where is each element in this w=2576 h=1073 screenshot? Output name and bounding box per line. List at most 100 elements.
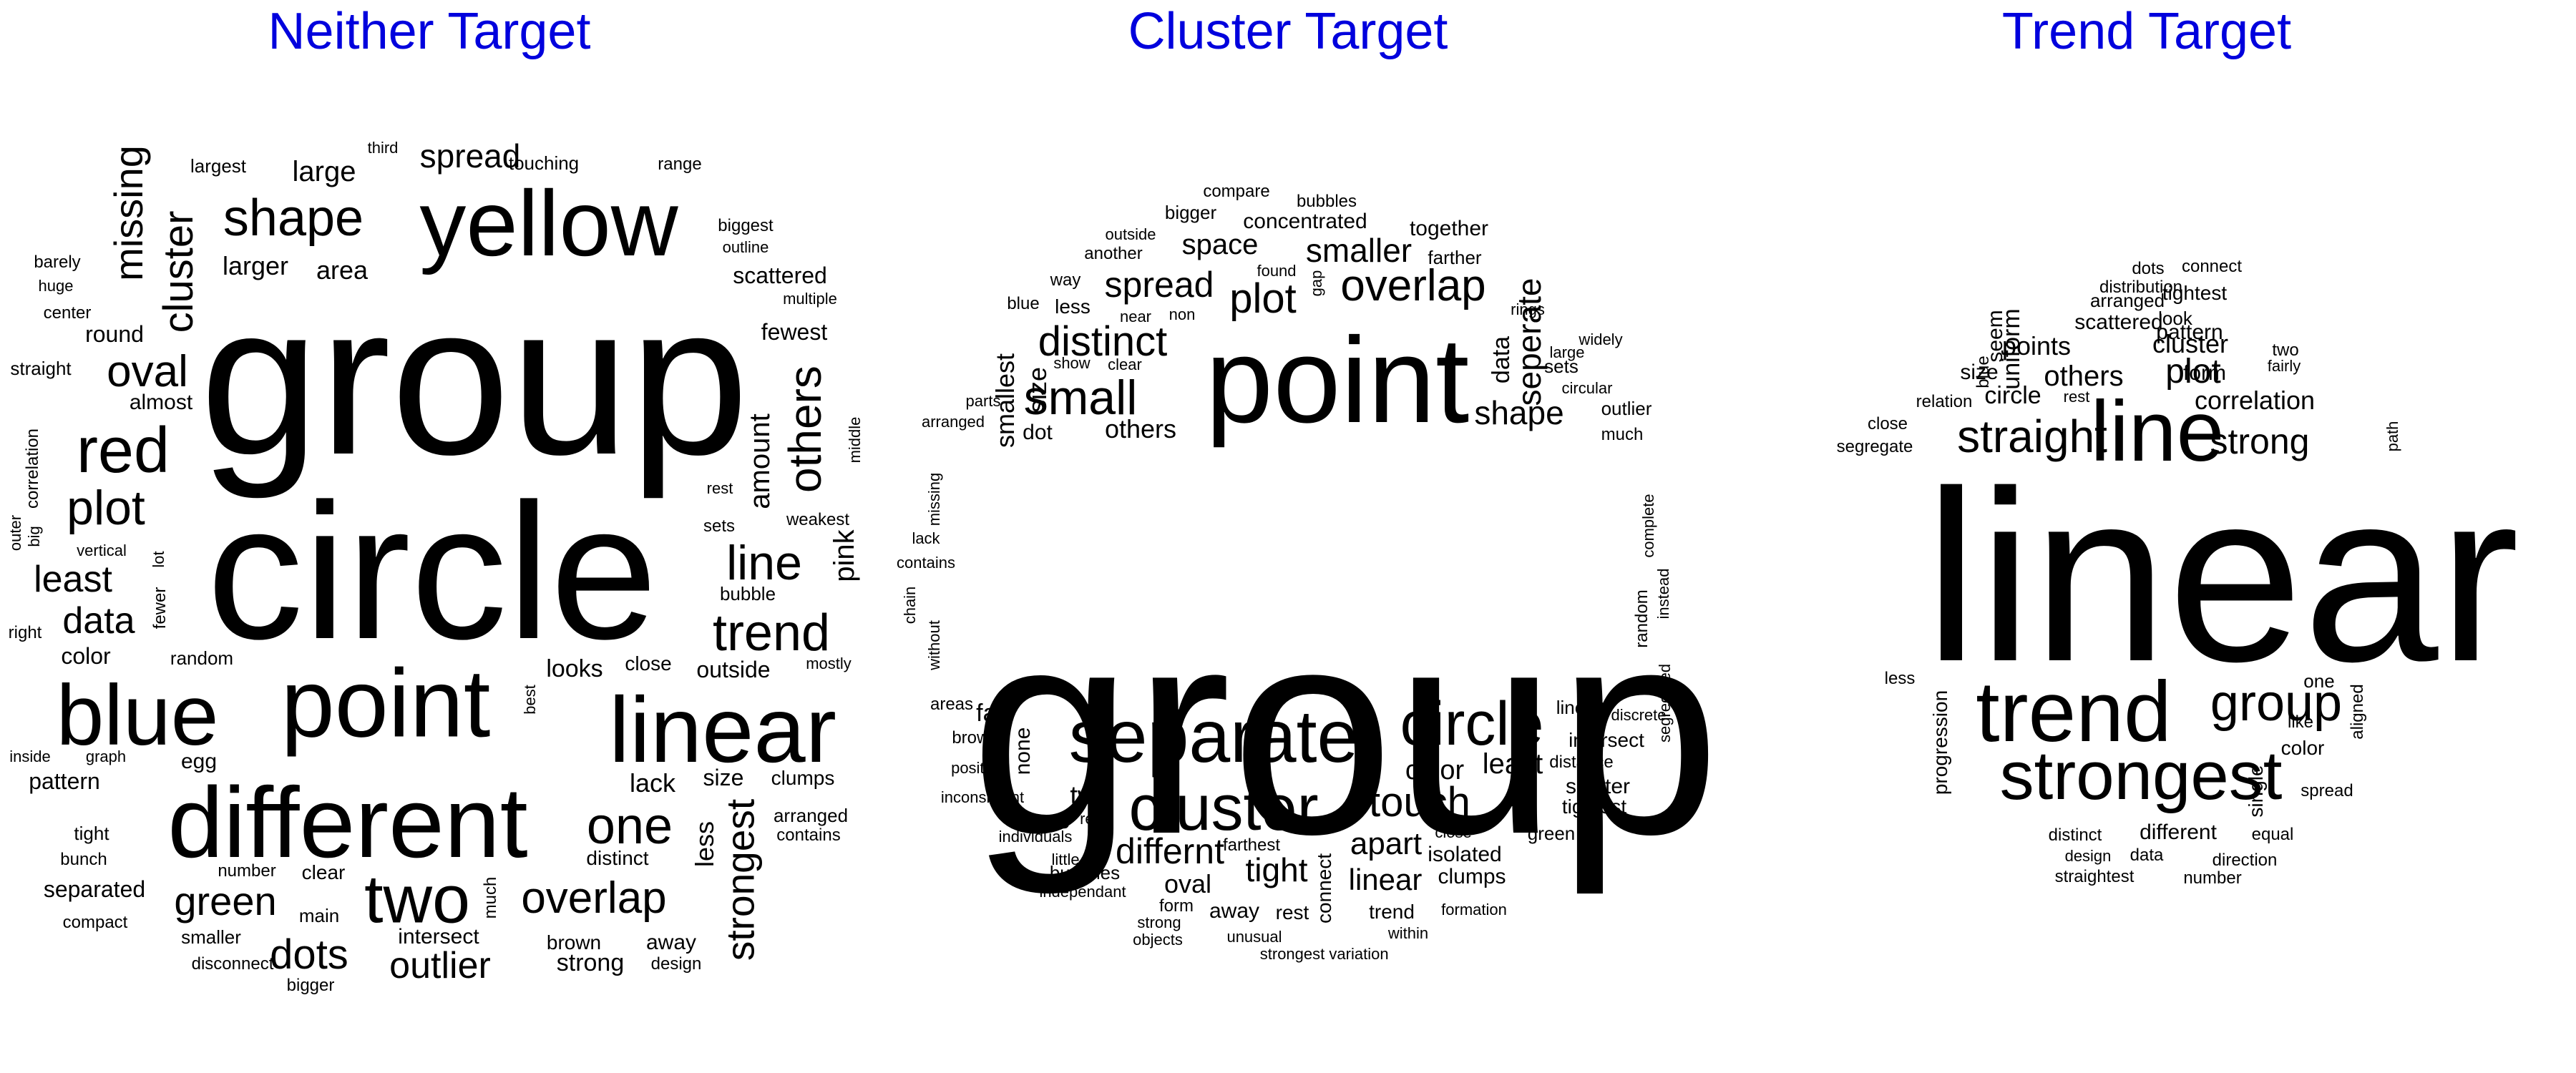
cloud-word: smaller	[1305, 232, 1413, 269]
cloud-word: number	[218, 861, 276, 881]
cloud-word: formation	[1441, 901, 1507, 918]
cloud-word: pattern	[29, 768, 100, 794]
cloud-word: green	[174, 878, 277, 923]
cloud-word: plot	[67, 481, 145, 535]
cloud-word: inside	[9, 748, 51, 765]
cloud-word: vertical	[77, 542, 127, 559]
cloud-panel-neither: Neither Target group circle yellow point dif…	[0, 0, 864, 1073]
cloud-word: strongest	[1259, 945, 1325, 963]
cloud-word: tightest	[2162, 282, 2228, 304]
cloud-word: compare	[1203, 182, 1270, 201]
cloud-word: two	[364, 861, 470, 938]
cloud-word: differnt	[1116, 831, 1224, 871]
cloud-word: intersect	[1568, 729, 1644, 751]
cloud-word: straight	[1957, 411, 2107, 462]
cloud-word: size	[703, 765, 744, 790]
cloud-word: strongest	[718, 798, 763, 961]
cloud-word: tightest	[1561, 795, 1627, 818]
cloud-word: sets	[703, 516, 736, 536]
cloud-word: correlation	[2194, 386, 2316, 415]
cloud-word: smaller	[181, 926, 241, 948]
cloud-word: fairly	[2267, 357, 2301, 375]
cloud-word: seem	[1984, 310, 2007, 363]
cloud-word: yellow	[419, 171, 678, 275]
cloud-word: overlap	[1340, 261, 1486, 310]
cloud-word: multiple	[783, 290, 837, 308]
cloud-word: widely	[1579, 330, 1623, 348]
cloud-word: green	[1527, 823, 1576, 844]
cloud-word: brown	[952, 728, 999, 748]
cloud-word: seperate	[1511, 278, 1548, 406]
cloud-word: way	[1050, 270, 1081, 290]
cloud-word: none	[1011, 727, 1035, 775]
cloud-word: trend	[1369, 901, 1415, 923]
cloud-word: others	[779, 366, 831, 493]
cloud-word: isolated	[1428, 843, 1502, 866]
cloud-word: tight	[1245, 851, 1308, 888]
cloud-word: bigger	[286, 976, 335, 995]
word-cloud-cluster: group point separate cluster circle small dist…	[859, 0, 1720, 1073]
cloud-word: clear	[1108, 356, 1142, 373]
cloud-word: form	[2183, 361, 2226, 385]
cloud-word: individuals	[998, 828, 1073, 846]
cloud-word: design	[650, 954, 702, 974]
cloud-word: biggest	[718, 216, 774, 235]
cloud-word: random	[1632, 589, 1652, 648]
cloud-word: least	[34, 559, 112, 600]
cloud-word: line	[2090, 383, 2225, 479]
cloud-word: color	[2280, 737, 2325, 759]
cloud-word: data	[2129, 846, 2164, 865]
cloud-word: looks	[546, 655, 603, 682]
cloud-word: cluster	[1128, 773, 1319, 844]
cloud-word: apart	[1350, 826, 1423, 861]
cloud-word: big	[25, 526, 43, 547]
cloud-word: touch	[1369, 779, 1470, 825]
cloud-word: found	[1257, 262, 1297, 280]
cloud-word: areas	[930, 695, 974, 714]
cloud-word: red	[1080, 810, 1103, 828]
cloud-word: amount	[744, 413, 776, 509]
cloud-word: outside	[696, 657, 771, 682]
cloud-word: complete	[1639, 494, 1657, 558]
cloud-word: main	[298, 905, 340, 926]
cloud-word: tight	[74, 823, 109, 844]
cloud-word: distinct	[586, 847, 649, 869]
cloud-word: away	[1209, 899, 1260, 923]
cloud-word: random	[170, 647, 234, 669]
cloud-word: circle	[206, 464, 658, 680]
cloud-word: different	[2140, 820, 2217, 844]
cloud-word: two	[2272, 340, 2299, 360]
cloud-word: connect	[2181, 257, 2243, 276]
cloud-word: straightest	[2054, 867, 2135, 886]
cloud-word: area	[316, 255, 369, 285]
cloud-word: contains	[897, 554, 955, 572]
cloud-word: spread	[419, 137, 521, 175]
cloud-word: right	[8, 623, 42, 642]
cloud-word: linear	[1924, 441, 2519, 712]
cloud-word: outer	[6, 514, 24, 552]
cloud-word: less	[1055, 295, 1091, 318]
cloud-word: rest	[706, 479, 733, 497]
cloud-word: data	[1488, 335, 1515, 384]
cloud-word: bigger	[1164, 202, 1217, 223]
cloud-word: group	[970, 567, 1721, 895]
cloud-word: size	[1023, 366, 1052, 413]
cloud-word: bunch	[60, 850, 107, 869]
cloud-word: clumps	[1438, 865, 1506, 888]
cloud-word: distinct	[1038, 318, 1168, 365]
cloud-word: brown	[546, 931, 602, 954]
cloud-word: cluster	[155, 210, 202, 333]
cloud-word: blue	[1007, 294, 1040, 313]
cloud-word: variation	[1329, 945, 1389, 963]
panel-title-cluster: Cluster Target	[1128, 3, 1448, 60]
cloud-word: trend	[712, 604, 831, 662]
cloud-word: round	[85, 321, 144, 347]
cloud-word: circle	[1984, 382, 2041, 409]
cloud-word: number	[2183, 868, 2242, 888]
cloud-word: huge	[38, 277, 74, 295]
cloud-word: close	[1867, 414, 1908, 433]
cloud-word: pink	[829, 529, 860, 582]
panel-title-trend: Trend Target	[2001, 3, 2292, 60]
cloud-word: strong	[2210, 421, 2310, 461]
cloud-word: concentrated	[1243, 210, 1367, 233]
